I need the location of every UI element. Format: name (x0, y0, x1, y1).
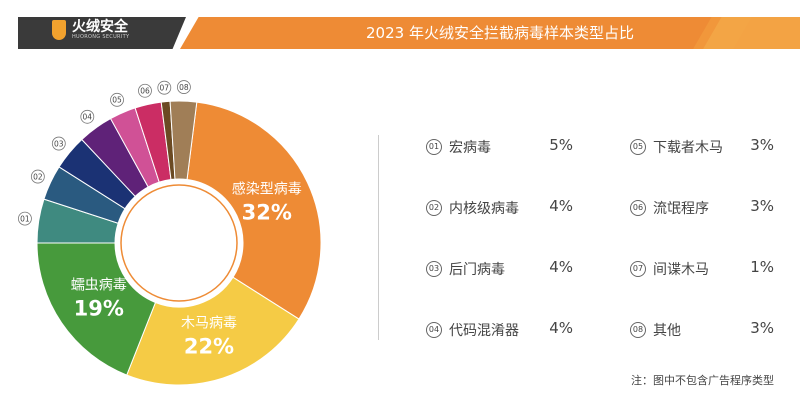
slice-percent-label: 22% (184, 334, 234, 358)
divider (378, 135, 379, 340)
legend-number: 05 (630, 139, 646, 155)
slice-number-label: 08 (179, 83, 189, 92)
slice-number-label: 06 (140, 87, 150, 96)
slice-number-circle (51, 136, 66, 151)
legend-number: 06 (630, 200, 646, 216)
legend-label: 流氓程序 (653, 201, 709, 217)
slice-number-label: 03 (54, 139, 64, 148)
slice-number-circle (18, 211, 32, 226)
legend-item: 08 其他 (630, 320, 681, 340)
legend-label: 间谍木马 (653, 262, 709, 278)
legend-number: 01 (426, 139, 442, 155)
legend-percent: 4% (549, 197, 573, 215)
legend-number: 08 (630, 322, 646, 338)
slice-percent-label: 32% (242, 201, 292, 225)
slice-category-label: 感染型病毒 (232, 181, 302, 198)
donut-chart: 感染型病毒 32% 木马病毒 22% 蠕虫病毒 19% 01 02 03 04 05 06 07 08 (18, 80, 322, 386)
legend-item: 05 下载者木马 (630, 137, 723, 157)
legend-label: 其他 (653, 323, 681, 339)
brand-name: 火绒安全 (72, 19, 128, 35)
slice-number-circle (80, 109, 95, 124)
legend-percent: 4% (549, 319, 573, 337)
legend-label: 内核级病毒 (449, 201, 519, 217)
legend-item: 02 内核级病毒 (426, 198, 519, 218)
slice-number-label: 05 (112, 96, 122, 105)
legend-percent: 5% (549, 136, 573, 154)
slice-number-circle (138, 83, 152, 98)
legend-percent: 4% (549, 258, 573, 276)
legend-number: 04 (426, 322, 442, 338)
chart-title: 2023 年火绒安全拦截病毒样本类型占比 (366, 24, 634, 42)
donut-slice (186, 101, 322, 320)
legend-item: 07 间谍木马 (630, 259, 709, 279)
donut-slice (126, 276, 300, 386)
legend-item: 06 流氓程序 (630, 198, 709, 218)
shield-icon (52, 20, 66, 40)
chart-note: 注：图中不包含广告程序类型 (631, 374, 774, 387)
legend-item: 03 后门病毒 (426, 259, 505, 279)
slice-number-label: 07 (160, 83, 170, 92)
brand-logo: 火绒安全 HUORONG SECURITY (52, 20, 129, 40)
legend-number: 02 (426, 200, 442, 216)
slice-number-label: 01 (20, 214, 30, 223)
brand-subtitle: HUORONG SECURITY (72, 34, 130, 40)
legend-item: 01 宏病毒 (426, 137, 491, 157)
legend-percent: 3% (750, 197, 774, 215)
slice-category-label: 木马病毒 (181, 315, 237, 331)
legend-number: 07 (630, 261, 646, 277)
slice-percent-label: 19% (74, 297, 124, 321)
legend-item: 04 代码混淆器 (426, 320, 519, 340)
brand-banner (18, 17, 186, 49)
slice-number-circle (30, 169, 45, 184)
donut-slice (169, 100, 198, 181)
title-banner (180, 17, 800, 49)
legend-percent: 1% (750, 258, 774, 276)
legend-percent: 3% (750, 136, 774, 154)
slice-number-circle (157, 80, 172, 95)
slice-number-label: 04 (83, 113, 93, 122)
legend-label: 宏病毒 (449, 140, 491, 156)
legend-number: 03 (426, 261, 442, 277)
inner-ring (120, 184, 238, 302)
slice-number-circle (110, 92, 124, 107)
legend-label: 代码混淆器 (449, 323, 519, 339)
legend-label: 后门病毒 (449, 262, 505, 278)
slice-number-circle (177, 80, 191, 94)
legend-label: 下载者木马 (653, 140, 723, 156)
legend-percent: 3% (750, 319, 774, 337)
slice-number-label: 02 (33, 172, 43, 181)
slice-category-label: 蠕虫病毒 (71, 278, 127, 294)
donut-slice (36, 242, 157, 376)
